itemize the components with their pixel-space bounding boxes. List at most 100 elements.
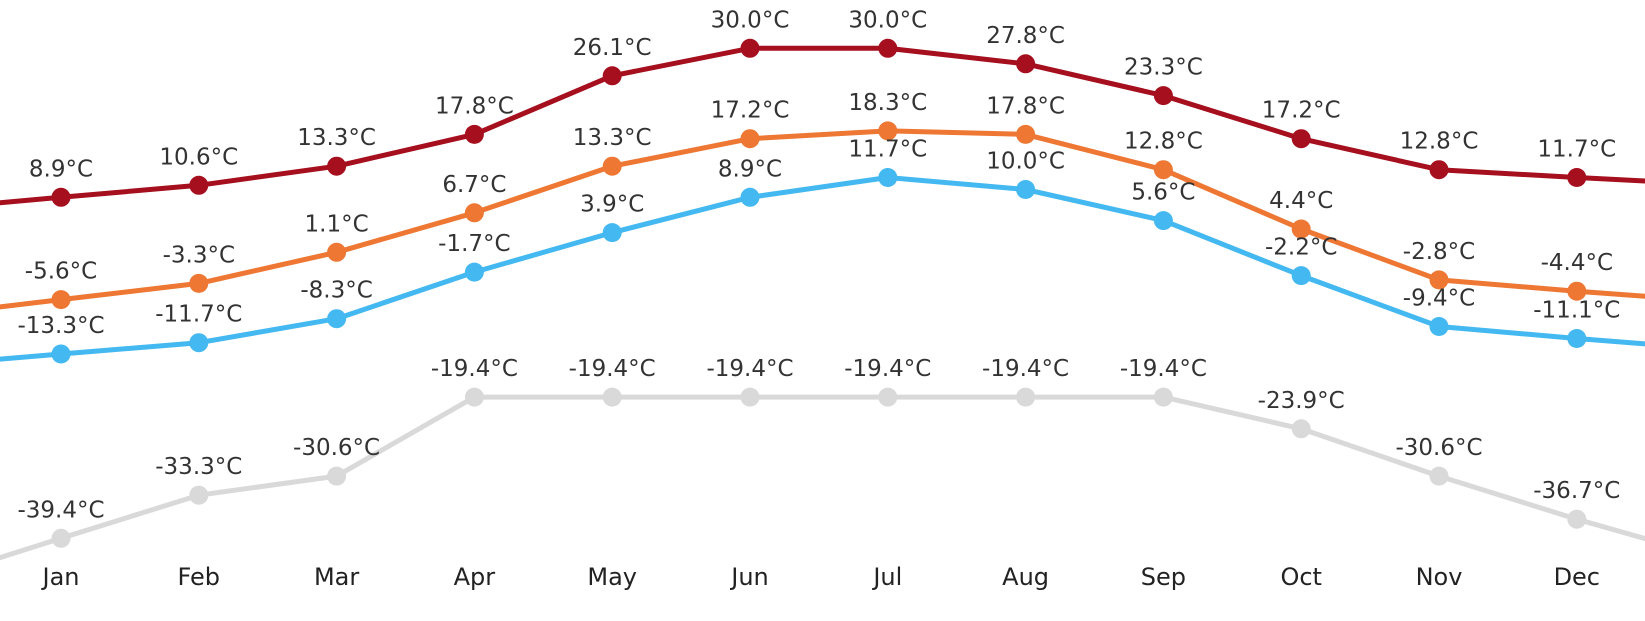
data-point[interactable] [1016,54,1036,74]
data-label: 17.8°C [435,93,514,119]
x-tick-label: Apr [454,563,496,591]
series-layer [0,38,1645,561]
data-label: -5.6°C [25,259,97,285]
data-point[interactable] [1429,270,1449,290]
data-point[interactable] [464,124,484,144]
data-point[interactable] [740,38,760,58]
data-label: -11.7°C [155,302,242,328]
data-point[interactable] [51,344,71,364]
data-label: 6.7°C [442,172,506,198]
data-point[interactable] [1291,219,1311,239]
series-line-s4 [0,394,1645,561]
data-point[interactable] [1567,168,1587,187]
data-point[interactable] [189,175,209,195]
data-point[interactable] [740,387,760,407]
data-point[interactable] [464,203,484,223]
data-label: -19.4°C [569,356,656,382]
data-point[interactable] [189,273,209,293]
series-s2 [0,168,1645,364]
data-point[interactable] [1567,329,1587,348]
data-point[interactable] [327,466,347,486]
data-label: -33.3°C [155,454,242,480]
data-label: 1.1°C [305,211,369,237]
series-line-s2 [0,175,1645,362]
data-point[interactable] [878,168,898,187]
data-label: -2.2°C [1265,235,1337,261]
data-point[interactable] [1016,124,1036,144]
data-point[interactable] [51,528,71,548]
data-label: -9.4°C [1403,286,1475,312]
series-line-s3 [0,45,1645,206]
data-point[interactable] [51,290,71,310]
data-point[interactable] [1429,317,1449,336]
data-label: 10.6°C [159,144,238,170]
data-label: 12.8°C [1400,129,1479,155]
data-point[interactable] [878,38,898,58]
series-s4 [0,387,1645,561]
data-point[interactable] [1429,160,1449,180]
data-point[interactable] [1153,86,1173,106]
x-tick-label: Jan [41,563,80,591]
data-label: 27.8°C [986,23,1065,49]
data-label: -39.4°C [17,497,104,523]
data-point[interactable] [1291,266,1311,286]
data-label: 12.8°C [1124,129,1203,155]
data-label: 11.7°C [1537,137,1616,163]
data-point[interactable] [189,333,209,353]
x-tick-label: Jun [729,563,769,591]
data-point[interactable] [327,156,347,176]
series-s3 [0,38,1645,207]
data-label: 30.0°C [848,7,927,33]
data-label: 8.9°C [29,156,93,182]
data-point[interactable] [740,187,760,207]
data-label: -3.3°C [163,242,235,268]
data-point[interactable] [1567,509,1587,529]
data-point[interactable] [1016,180,1036,199]
data-point[interactable] [189,485,209,505]
data-point[interactable] [602,223,622,243]
data-point[interactable] [1016,387,1036,407]
data-point[interactable] [1153,387,1173,407]
data-label: -23.9°C [1258,388,1345,414]
data-label: -19.4°C [844,356,931,382]
data-label: 17.2°C [1262,98,1341,124]
data-label: 5.6°C [1131,180,1195,206]
x-axis: Jan Feb Mar Apr May Jun Jul Aug Sep Oct Nov Dec [41,563,1601,591]
data-point[interactable] [1291,129,1311,149]
data-point[interactable] [51,187,71,207]
data-point[interactable] [327,309,347,329]
x-tick-label: Oct [1280,563,1322,591]
data-point[interactable] [602,387,622,407]
data-point[interactable] [1291,419,1311,439]
data-label: 23.3°C [1124,55,1203,81]
data-point[interactable] [1153,160,1173,180]
data-label: 8.9°C [718,156,782,182]
data-label: -36.7°C [1533,478,1620,504]
data-label: -1.7°C [438,231,510,257]
data-label: -11.1°C [1533,298,1620,324]
data-label: -19.4°C [431,356,518,382]
data-point[interactable] [602,156,622,176]
data-label: 4.4°C [1269,188,1333,214]
data-point[interactable] [1567,281,1587,301]
data-label: 13.3°C [573,125,652,151]
data-point[interactable] [1153,211,1173,231]
data-point[interactable] [878,121,898,141]
data-label-layer: -5.6°C -3.3°C 1.1°C 6.7°C 13.3°C 17.2°C 18.3°C… [17,7,1620,523]
x-tick-label: Nov [1416,563,1463,591]
data-point[interactable] [602,66,622,86]
data-label: -19.4°C [982,356,1069,382]
data-label: -30.6°C [293,435,380,461]
data-label: 17.8°C [986,93,1065,119]
data-point[interactable] [464,262,484,282]
data-label: -13.3°C [17,313,104,339]
x-tick-label: Jul [871,563,902,591]
data-label: -8.3°C [300,278,372,304]
data-point[interactable] [740,129,760,149]
data-label: -19.4°C [1120,356,1207,382]
data-point[interactable] [1429,466,1449,486]
data-point[interactable] [464,387,484,407]
data-point[interactable] [327,242,347,262]
data-point[interactable] [878,387,898,407]
